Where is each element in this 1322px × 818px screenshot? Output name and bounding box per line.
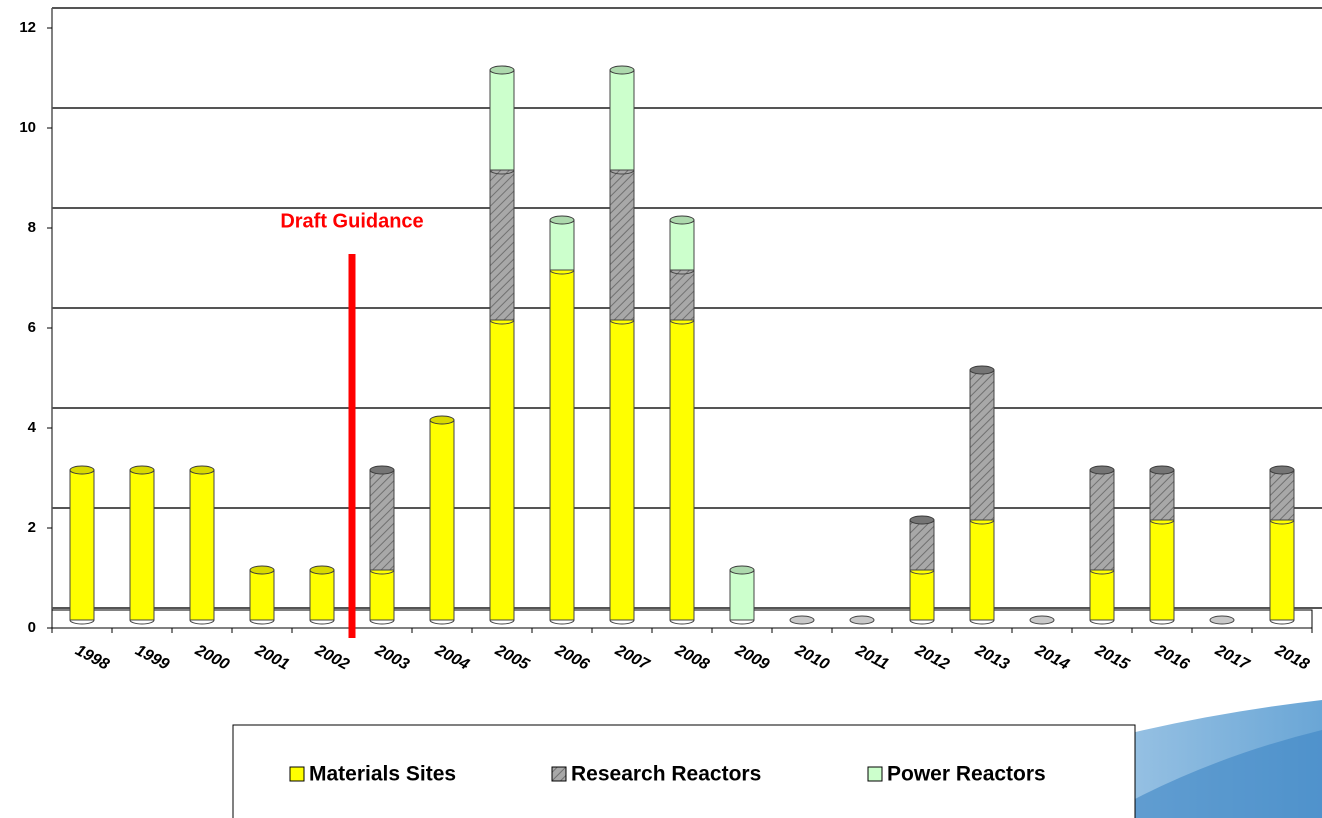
x-tick-label: 1998 xyxy=(72,642,112,674)
x-tick-label: 2004 xyxy=(432,641,472,673)
bar-segment xyxy=(670,320,694,620)
bar-segment xyxy=(1270,520,1294,620)
bar-segment xyxy=(310,570,334,620)
bar-segment xyxy=(550,220,574,270)
legend-swatch xyxy=(552,767,566,781)
y-tick-label: 2 xyxy=(28,519,36,536)
bar-empty xyxy=(1210,616,1234,624)
bar-segment xyxy=(1270,470,1294,520)
bar-segment xyxy=(1090,470,1114,570)
x-tick-label: 2003 xyxy=(372,641,412,673)
bar-cap xyxy=(970,366,994,374)
bar-cap xyxy=(250,566,274,574)
x-tick-label: 2016 xyxy=(1152,641,1192,673)
annotation-text: Draft Guidance xyxy=(280,210,423,232)
bar-cap xyxy=(430,416,454,424)
bar-cap xyxy=(70,466,94,474)
x-tick-label: 2014 xyxy=(1032,641,1072,673)
y-tick-label: 12 xyxy=(19,19,36,36)
bar-segment xyxy=(670,220,694,270)
bar-segment xyxy=(370,470,394,570)
bar-cap xyxy=(910,516,934,524)
bar-segment xyxy=(430,420,454,620)
bar-cap xyxy=(1090,466,1114,474)
bar-cap xyxy=(370,466,394,474)
page: {"chart_data": { "type": "stacked-cylind… xyxy=(0,0,1322,818)
bar-cap xyxy=(670,216,694,224)
x-tick-label: 2007 xyxy=(612,641,653,674)
x-tick-label: 2002 xyxy=(312,641,352,673)
x-tick-label: 1999 xyxy=(132,642,172,674)
bar-segment xyxy=(550,270,574,620)
bar-cap xyxy=(730,566,754,574)
bar-segment xyxy=(70,470,94,620)
bar-segment xyxy=(490,170,514,320)
y-tick-label: 0 xyxy=(28,619,36,636)
bar-segment xyxy=(250,570,274,620)
bar-cap xyxy=(610,66,634,74)
legend-label: Materials Sites xyxy=(309,763,456,786)
x-tick-label: 2017 xyxy=(1212,641,1253,674)
x-tick-label: 2015 xyxy=(1092,641,1133,674)
x-tick-label: 2010 xyxy=(792,641,832,673)
bar-segment xyxy=(610,320,634,620)
x-tick-label: 2008 xyxy=(672,641,712,673)
bar-segment xyxy=(190,470,214,620)
x-tick-label: 2013 xyxy=(972,641,1012,673)
bar-segment xyxy=(1150,520,1174,620)
bar-segment xyxy=(670,270,694,320)
x-tick-label: 2005 xyxy=(492,641,533,674)
bar-segment xyxy=(610,170,634,320)
x-tick-label: 2000 xyxy=(192,641,232,673)
y-tick-label: 6 xyxy=(28,319,36,336)
bar-empty xyxy=(850,616,874,624)
y-tick-label: 4 xyxy=(28,419,37,436)
x-tick-label: 2011 xyxy=(852,642,891,674)
bar-segment xyxy=(130,470,154,620)
bar-cap xyxy=(1270,466,1294,474)
bar-segment xyxy=(490,320,514,620)
bar-cap xyxy=(1150,466,1174,474)
y-tick-label: 10 xyxy=(19,119,36,136)
bar-segment xyxy=(730,570,754,620)
bar-segment xyxy=(490,70,514,170)
x-tick-label: 2018 xyxy=(1272,641,1312,673)
x-tick-label: 2001 xyxy=(252,641,292,673)
bar-cap xyxy=(190,466,214,474)
bar-segment xyxy=(970,370,994,520)
legend-label: Power Reactors xyxy=(887,763,1046,786)
bar-segment xyxy=(970,520,994,620)
bar-cap xyxy=(550,216,574,224)
bar-segment xyxy=(1150,470,1174,520)
legend-swatch xyxy=(290,767,304,781)
bar-segment xyxy=(370,570,394,620)
x-tick-label: 2012 xyxy=(912,641,952,673)
bar-cap xyxy=(310,566,334,574)
x-tick-label: 2006 xyxy=(552,641,592,673)
legend-swatch xyxy=(868,767,882,781)
bar-cap xyxy=(130,466,154,474)
bar-segment xyxy=(1090,570,1114,620)
bar-empty xyxy=(1030,616,1054,624)
bar-segment xyxy=(910,570,934,620)
bar-segment xyxy=(910,520,934,570)
bar-segment xyxy=(610,70,634,170)
bar-cap xyxy=(490,66,514,74)
bar-empty xyxy=(790,616,814,624)
legend-label: Research Reactors xyxy=(571,763,761,786)
x-tick-label: 2009 xyxy=(732,641,772,673)
chart: 0 2 4 6 8 10 12 1998 1999 2000 2001 2002 2003 2004 200… xyxy=(0,0,1322,818)
y-tick-label: 8 xyxy=(28,219,36,236)
